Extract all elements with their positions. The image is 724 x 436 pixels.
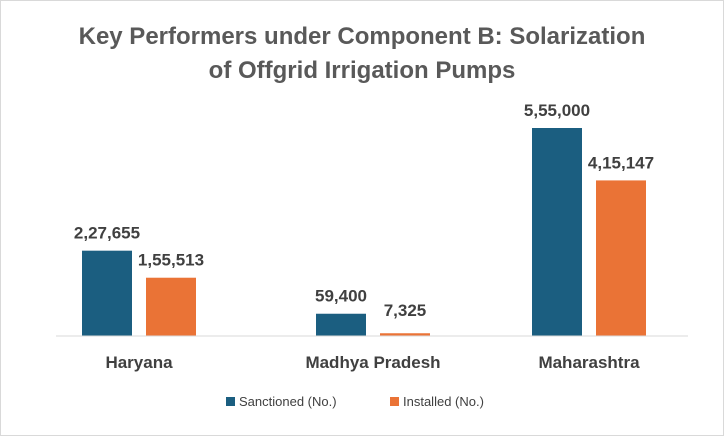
category-labels: Haryana Madhya Pradesh Maharashtra <box>105 353 640 372</box>
bars-layer: 2,27,655 1,55,513 59,400 7,325 5,55,000 4,15,… <box>74 101 654 336</box>
legend-label-sanctioned: Sanctioned (No.) <box>239 394 337 409</box>
data-label: 1,55,513 <box>138 251 204 270</box>
category-label: Madhya Pradesh <box>305 353 440 372</box>
data-label: 59,400 <box>315 287 367 306</box>
category-label: Maharashtra <box>538 353 640 372</box>
data-label: 4,15,147 <box>588 153 654 172</box>
bar-maharashtra-sanctioned <box>532 128 582 336</box>
legend-swatch-sanctioned <box>226 397 235 406</box>
legend-swatch-installed <box>390 397 399 406</box>
legend-label-installed: Installed (No.) <box>403 394 484 409</box>
bar-haryana-installed <box>146 277 196 336</box>
data-label: 7,325 <box>384 301 427 320</box>
data-label: 5,55,000 <box>524 101 590 120</box>
chart-title-line-2: of Offgrid Irrigation Pumps <box>209 57 516 84</box>
bar-maharashtra-installed <box>596 180 646 336</box>
data-label: 2,27,655 <box>74 224 140 243</box>
category-label: Haryana <box>105 353 173 372</box>
bar-haryana-sanctioned <box>82 250 132 336</box>
bar-madhya-pradesh-sanctioned <box>316 313 366 336</box>
chart-title-line-1: Key Performers under Component B: Solari… <box>79 23 646 50</box>
legend: Sanctioned (No.) Installed (No.) <box>226 394 484 409</box>
bar-madhya-pradesh-installed <box>380 333 430 336</box>
